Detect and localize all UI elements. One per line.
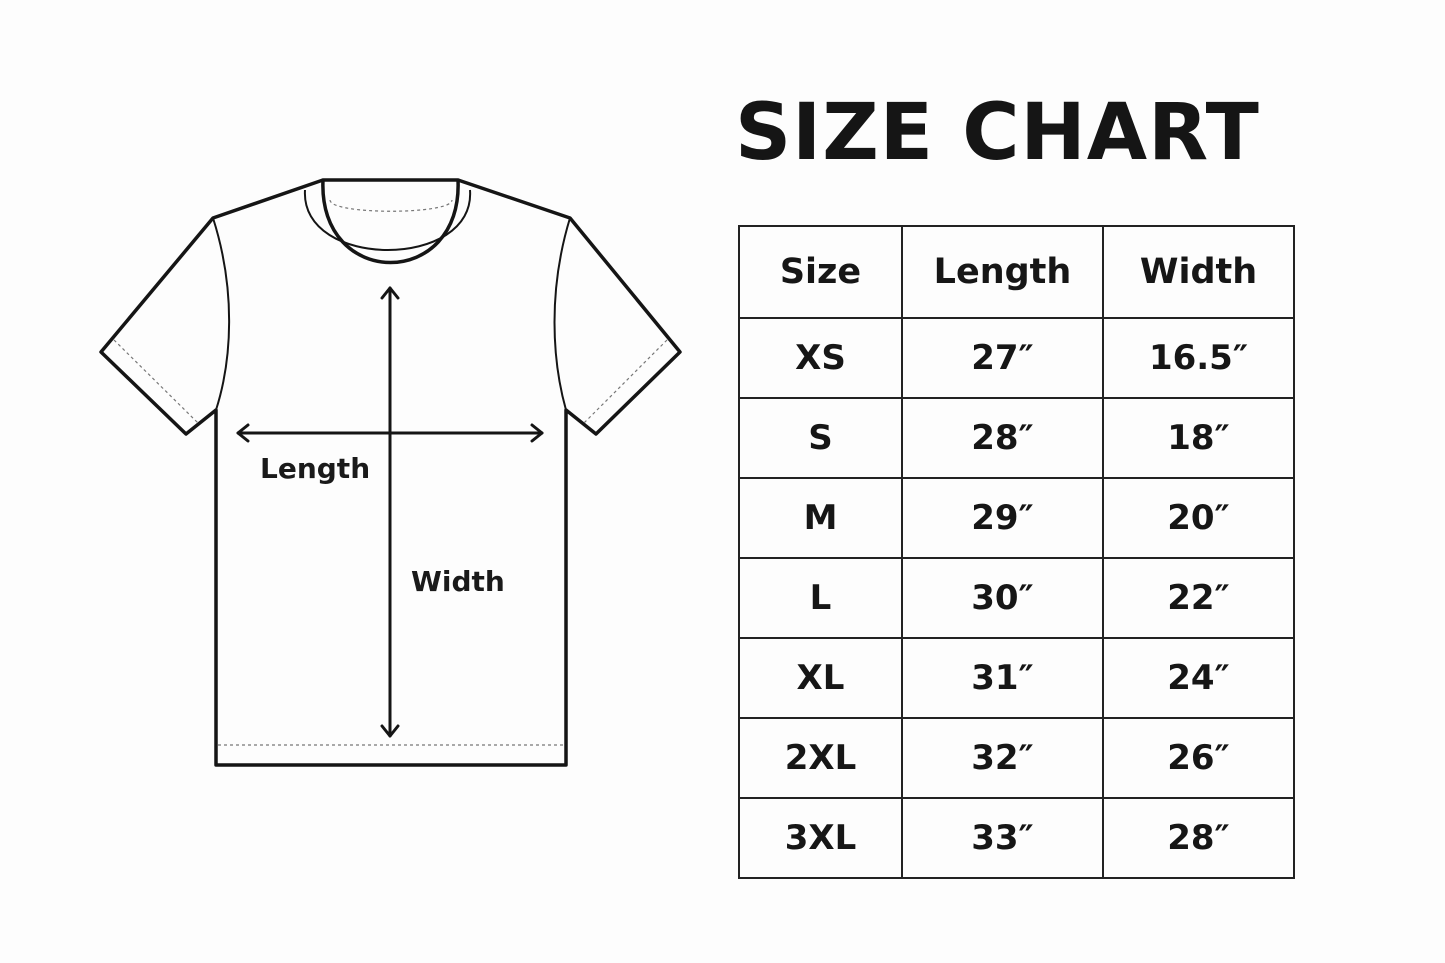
shoulder-seam-right [553, 217, 571, 411]
table-row: L 30″ 22″ [738, 557, 1295, 639]
page-title: SIZE CHART [735, 88, 1260, 178]
table-row: S 28″ 18″ [738, 397, 1295, 479]
table-row: XL 31″ 24″ [738, 637, 1295, 719]
length-cell: 32″ [901, 717, 1104, 799]
table-header-row: Size Length Width [738, 225, 1295, 319]
length-cell: 27″ [901, 317, 1104, 399]
length-cell: 29″ [901, 477, 1104, 559]
width-cell: 28″ [1102, 797, 1295, 879]
size-cell: M [738, 477, 903, 559]
collar-outer [321, 178, 460, 265]
header-length: Length [901, 225, 1104, 319]
collar-stitch [329, 199, 453, 212]
width-cell: 16.5″ [1102, 317, 1295, 399]
size-cell: 2XL [738, 717, 903, 799]
length-cell: 33″ [901, 797, 1104, 879]
width-label: Width [411, 565, 505, 598]
size-cell: XL [738, 637, 903, 719]
length-label: Length [260, 452, 371, 485]
tshirt-diagram [99, 178, 682, 767]
collar-inner [303, 189, 472, 251]
width-cell: 26″ [1102, 717, 1295, 799]
width-cell: 24″ [1102, 637, 1295, 719]
width-cell: 18″ [1102, 397, 1295, 479]
width-cell: 22″ [1102, 557, 1295, 639]
sleeve-hem-left [113, 339, 199, 424]
table-row: XS 27″ 16.5″ [738, 317, 1295, 399]
header-size: Size [738, 225, 903, 319]
length-cell: 28″ [901, 397, 1104, 479]
header-width: Width [1102, 225, 1295, 319]
size-cell: S [738, 397, 903, 479]
sleeve-hem-right [583, 339, 668, 424]
table-row: M 29″ 20″ [738, 477, 1295, 559]
table-row: 3XL 33″ 28″ [738, 797, 1295, 879]
size-cell: XS [738, 317, 903, 399]
table-row: 2XL 32″ 26″ [738, 717, 1295, 799]
tshirt-outline [99, 178, 682, 767]
size-cell: 3XL [738, 797, 903, 879]
size-table: Size Length Width XS 27″ 16.5″ S 28″ 18″ M 29″ 2… [738, 225, 1295, 879]
width-cell: 20″ [1102, 477, 1295, 559]
size-cell: L [738, 557, 903, 639]
length-cell: 31″ [901, 637, 1104, 719]
shoulder-seam-left [212, 217, 231, 411]
length-cell: 30″ [901, 557, 1104, 639]
